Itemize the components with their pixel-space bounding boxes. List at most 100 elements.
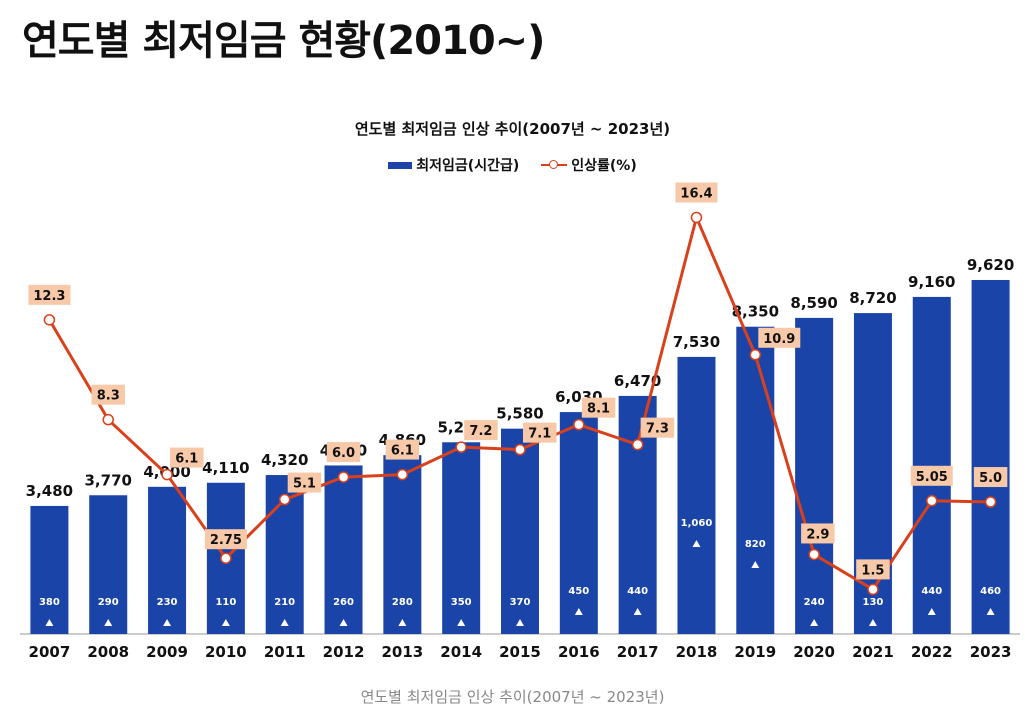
increase-amount-label: 440 [921, 586, 942, 597]
rate-label-box [910, 465, 953, 486]
legend-label-rate: 인상률(%) [571, 158, 637, 174]
up-triangle-icon [104, 619, 113, 626]
rate-label-box [523, 422, 557, 443]
increase-amount-label: 240 [804, 597, 825, 608]
rate-value-label: 7.2 [469, 424, 492, 439]
increase-amount-label: 130 [863, 597, 884, 608]
rate-label-box [170, 447, 204, 468]
rate-value-label: 7.1 [528, 427, 551, 442]
rate-value-label: 16.4 [680, 186, 712, 201]
up-triangle-icon [221, 619, 230, 626]
rate-point [573, 418, 585, 431]
increase-amount-label: 110 [215, 597, 236, 608]
up-triangle-icon [810, 619, 819, 626]
up-triangle-icon [457, 619, 466, 626]
wage-bar [324, 465, 363, 634]
page-title: 연도별 최저임금 현황(2010~) [22, 18, 545, 64]
x-tick-label: 2011 [264, 643, 306, 661]
x-tick-label: 2008 [87, 643, 129, 661]
rate-point [220, 552, 232, 564]
rate-point [514, 443, 526, 456]
rate-label-box [801, 523, 835, 544]
wage-bar [677, 356, 716, 634]
rate-value-label: 5.0 [979, 471, 1002, 486]
rate-point [278, 493, 291, 506]
wage-value-label: 7,530 [673, 333, 720, 351]
wage-value-label: 8,590 [790, 294, 837, 312]
rate-value-label: 12.3 [33, 289, 65, 304]
rate-point [867, 583, 879, 596]
up-triangle-icon [398, 619, 407, 626]
wage-bar [442, 442, 481, 634]
rate-value-label: 6.1 [175, 452, 198, 467]
rate-label-box [28, 284, 71, 305]
wage-bar [559, 412, 598, 634]
x-tick-label: 2017 [617, 643, 659, 661]
increase-amount-label: 350 [451, 597, 472, 608]
rate-label-box [204, 529, 247, 550]
x-tick-label: 2013 [381, 643, 423, 661]
rate-point [984, 496, 997, 508]
rate-label-box [326, 442, 361, 463]
rate-point [43, 314, 56, 326]
wage-value-label: 9,620 [967, 256, 1014, 274]
rate-value-label: 7.3 [646, 422, 669, 437]
wage-bar [30, 505, 69, 634]
up-triangle-icon [280, 619, 289, 626]
rate-value-label: 6.0 [332, 446, 355, 461]
up-triangle-icon [633, 608, 642, 615]
up-triangle-icon [692, 540, 701, 547]
rate-point [926, 495, 938, 507]
increase-amount-label: 370 [510, 597, 531, 608]
rate-label-box [758, 327, 801, 348]
up-triangle-icon [45, 619, 54, 626]
x-tick-label: 2010 [205, 643, 247, 661]
wage-bar [148, 486, 187, 634]
x-tick-label: 2023 [970, 643, 1012, 661]
increase-amount-label: 1,060 [681, 518, 713, 529]
legend-line-marker-icon [541, 160, 568, 170]
rate-label-box [675, 182, 718, 203]
rate-label-box [856, 559, 890, 580]
increase-amount-label: 230 [157, 597, 178, 608]
rate-label-box [91, 384, 125, 405]
wage-value-label: 5,580 [496, 405, 543, 423]
rate-label-box [973, 467, 1008, 488]
x-tick-label: 2021 [852, 643, 894, 661]
up-triangle-icon [516, 619, 524, 626]
wage-bar [912, 296, 951, 634]
increase-amount-label: 440 [627, 586, 648, 597]
rate-label-box [287, 472, 322, 493]
rate-value-label: 10.9 [763, 332, 795, 347]
legend-bar-swatch-icon [388, 161, 413, 169]
legend-label-wage: 최저임금(시간급) [416, 158, 520, 174]
rate-value-label: 8.3 [97, 389, 120, 404]
wage-bar [795, 317, 834, 634]
increase-amount-label: 260 [333, 597, 354, 608]
rate-value-label: 6.1 [391, 444, 414, 459]
rate-value-label: 1.5 [861, 563, 884, 578]
wage-value-label: 4,320 [261, 451, 308, 469]
x-tick-label: 2020 [793, 643, 835, 661]
wage-bar [501, 428, 539, 634]
chart-legend: 최저임금(시간급) 인상률(%) [0, 155, 1025, 175]
wage-value-label: 6,470 [614, 372, 661, 390]
rate-point [337, 471, 350, 483]
chart-title: 연도별 최저임금 인상 추이(2007년 ~ 2023년) [354, 120, 671, 138]
increase-amount-label: 820 [745, 539, 766, 550]
x-tick-label: 2016 [558, 643, 600, 661]
up-triangle-icon [868, 619, 877, 626]
increase-amount-label: 380 [39, 597, 60, 608]
x-tick-label: 2009 [146, 643, 188, 661]
rate-point [102, 413, 114, 426]
wage-bar [736, 326, 775, 634]
x-tick-label: 2007 [29, 643, 71, 661]
up-triangle-icon [163, 619, 172, 626]
increase-amount-label: 290 [98, 597, 119, 608]
rate-value-label: 8.1 [587, 402, 610, 417]
figure-caption: 연도별 최저임금 인상 추이(2007년 ~ 2023년) [360, 688, 665, 706]
x-tick-label: 2019 [734, 643, 776, 661]
x-tick-label: 2012 [323, 643, 365, 661]
up-triangle-icon [751, 561, 760, 568]
increase-amount-label: 450 [568, 586, 589, 597]
